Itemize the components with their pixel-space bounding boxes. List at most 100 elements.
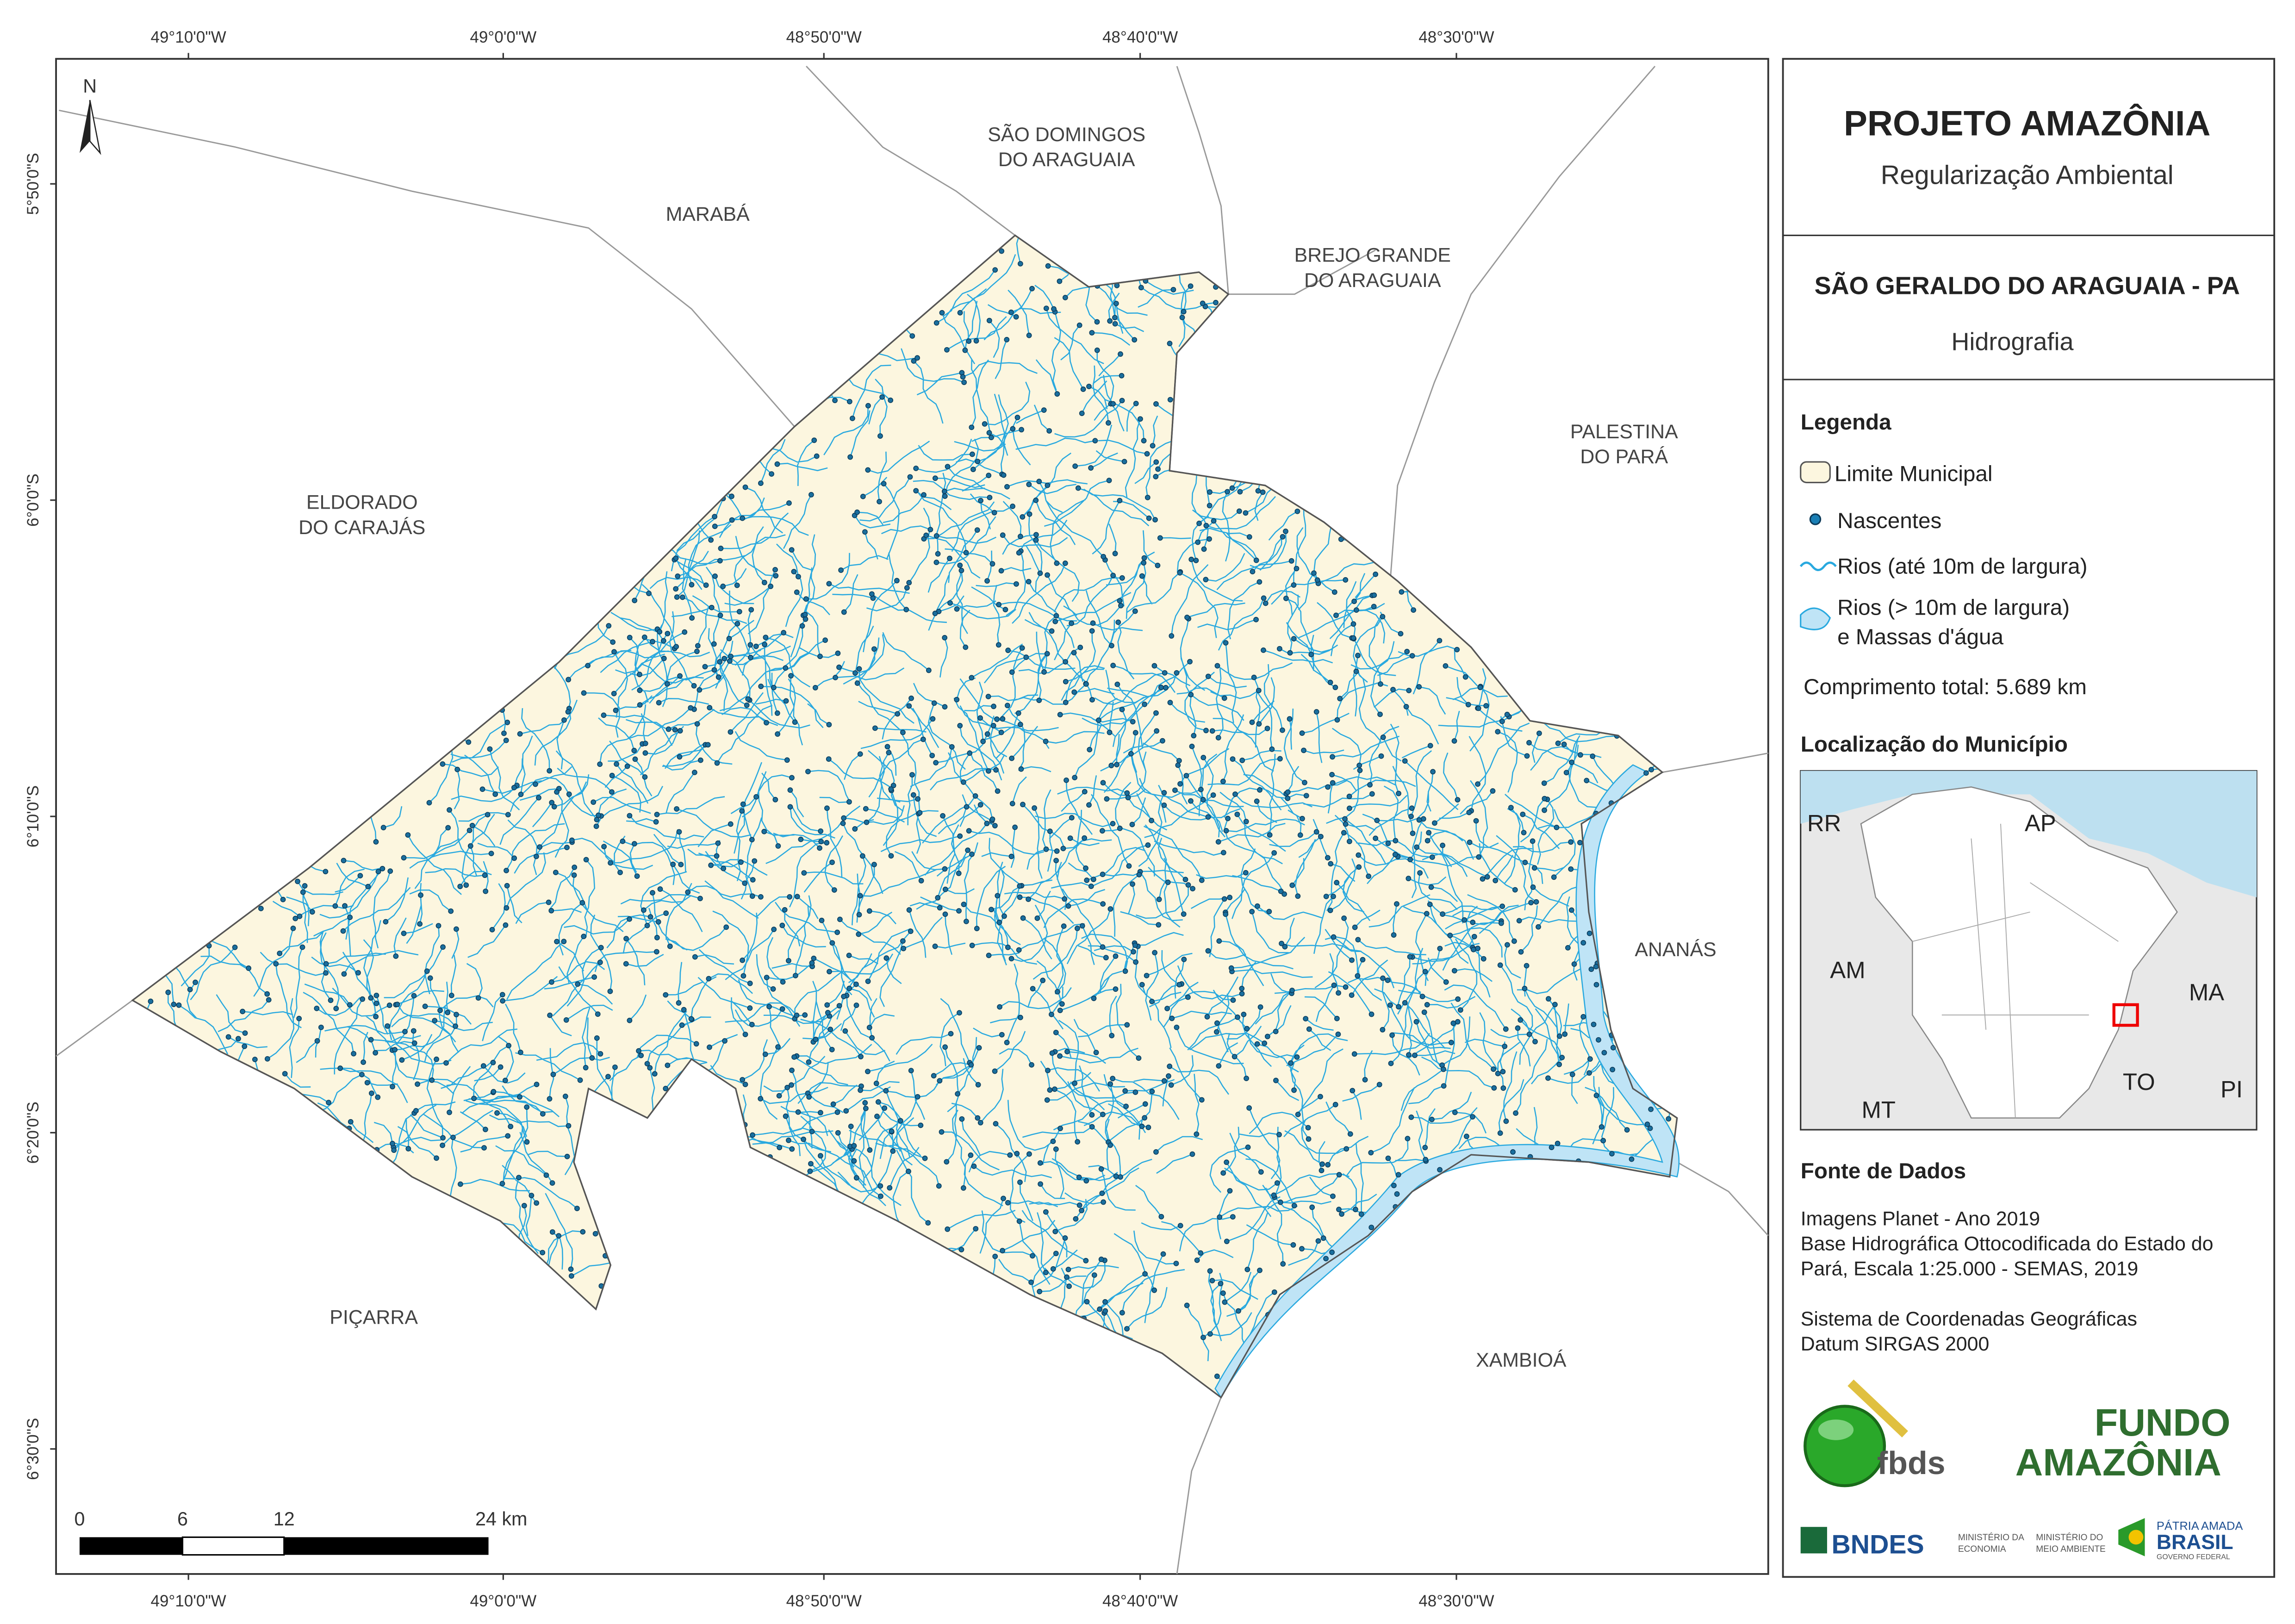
scale-label: 24 km: [475, 1508, 527, 1530]
spring: [1046, 428, 1052, 434]
spring: [1371, 604, 1377, 610]
spring: [803, 596, 809, 602]
spring: [1396, 790, 1401, 796]
spring: [592, 1231, 598, 1237]
spring: [764, 720, 769, 726]
spring: [1518, 949, 1524, 955]
spring: [1112, 321, 1118, 327]
spring: [1404, 648, 1410, 654]
spring: [1319, 1168, 1325, 1173]
spring: [373, 992, 379, 998]
spring: [742, 1032, 748, 1037]
spring: [806, 1059, 812, 1065]
spring: [691, 770, 697, 775]
spring: [706, 976, 712, 982]
spring: [1193, 558, 1199, 563]
spring: [1426, 830, 1432, 836]
spring: [1303, 793, 1309, 799]
spring: [1332, 1101, 1338, 1108]
spring: [933, 533, 939, 539]
spring: [1457, 1007, 1463, 1013]
spring: [993, 767, 999, 773]
spring: [969, 424, 975, 430]
spring: [998, 568, 1004, 574]
spring: [503, 737, 509, 743]
spring: [401, 930, 407, 936]
spring: [945, 464, 951, 470]
spring: [655, 919, 661, 925]
spring: [1584, 778, 1590, 784]
spring: [1217, 1214, 1223, 1220]
latitude-label: 6°0'0"S: [24, 473, 42, 527]
spring: [1125, 795, 1131, 801]
spring: [1152, 950, 1157, 956]
spring: [1516, 918, 1522, 924]
spring: [252, 1057, 258, 1062]
longitude-label: 48°30'0"W: [1418, 28, 1494, 46]
spring: [1530, 884, 1536, 890]
spring: [780, 979, 786, 985]
spring: [1291, 1203, 1297, 1208]
inset-map: RR AP AM MA TO PI MT: [1800, 770, 2258, 1131]
spring: [1249, 908, 1255, 915]
spring: [483, 888, 489, 894]
spring: [1203, 577, 1209, 583]
spring: [745, 696, 751, 702]
spring: [1244, 1267, 1250, 1272]
spring: [553, 870, 559, 876]
spring: [1521, 830, 1527, 835]
spring: [1319, 1161, 1325, 1167]
spring: [1491, 1066, 1496, 1072]
spring: [660, 638, 666, 644]
spring: [1028, 1279, 1034, 1285]
spring: [1424, 838, 1430, 844]
spring: [563, 1017, 569, 1023]
spring: [606, 623, 612, 628]
spring: [1402, 1000, 1408, 1006]
spring: [702, 664, 708, 670]
spring: [1177, 570, 1183, 576]
spring: [537, 844, 543, 850]
spring: [1353, 668, 1359, 674]
spring: [1503, 1026, 1509, 1032]
spring: [787, 787, 793, 793]
spring: [1102, 1308, 1108, 1314]
spring: [942, 1044, 948, 1050]
spring: [1122, 1088, 1128, 1094]
spring: [613, 707, 619, 713]
spring: [984, 578, 990, 584]
spring: [475, 995, 481, 1001]
spring: [721, 865, 727, 871]
spring: [1207, 489, 1213, 495]
spring: [969, 942, 975, 948]
spring: [1001, 1195, 1006, 1201]
spring: [1287, 650, 1293, 656]
spring: [858, 1087, 863, 1093]
spring: [783, 698, 789, 704]
spring: [1291, 582, 1297, 588]
spring: [748, 607, 754, 613]
spring: [1087, 747, 1093, 753]
spring: [1278, 888, 1284, 894]
spring: [517, 1094, 522, 1100]
spring: [1091, 1272, 1097, 1278]
spring: [909, 772, 915, 778]
spring: [1267, 832, 1273, 838]
spring: [712, 573, 718, 579]
spring: [1010, 504, 1015, 509]
spring: [417, 921, 423, 927]
spring: [1020, 802, 1026, 808]
spring: [653, 819, 659, 825]
spring: [656, 700, 662, 706]
spring: [1385, 840, 1391, 846]
spring: [540, 1250, 546, 1256]
spring: [866, 1025, 872, 1031]
spring: [941, 488, 947, 494]
spring: [869, 1035, 875, 1041]
spring: [479, 786, 485, 792]
spring: [1153, 710, 1159, 716]
spring: [556, 1233, 562, 1239]
spring: [922, 1155, 928, 1161]
spring: [832, 398, 838, 404]
spring: [373, 1001, 379, 1006]
